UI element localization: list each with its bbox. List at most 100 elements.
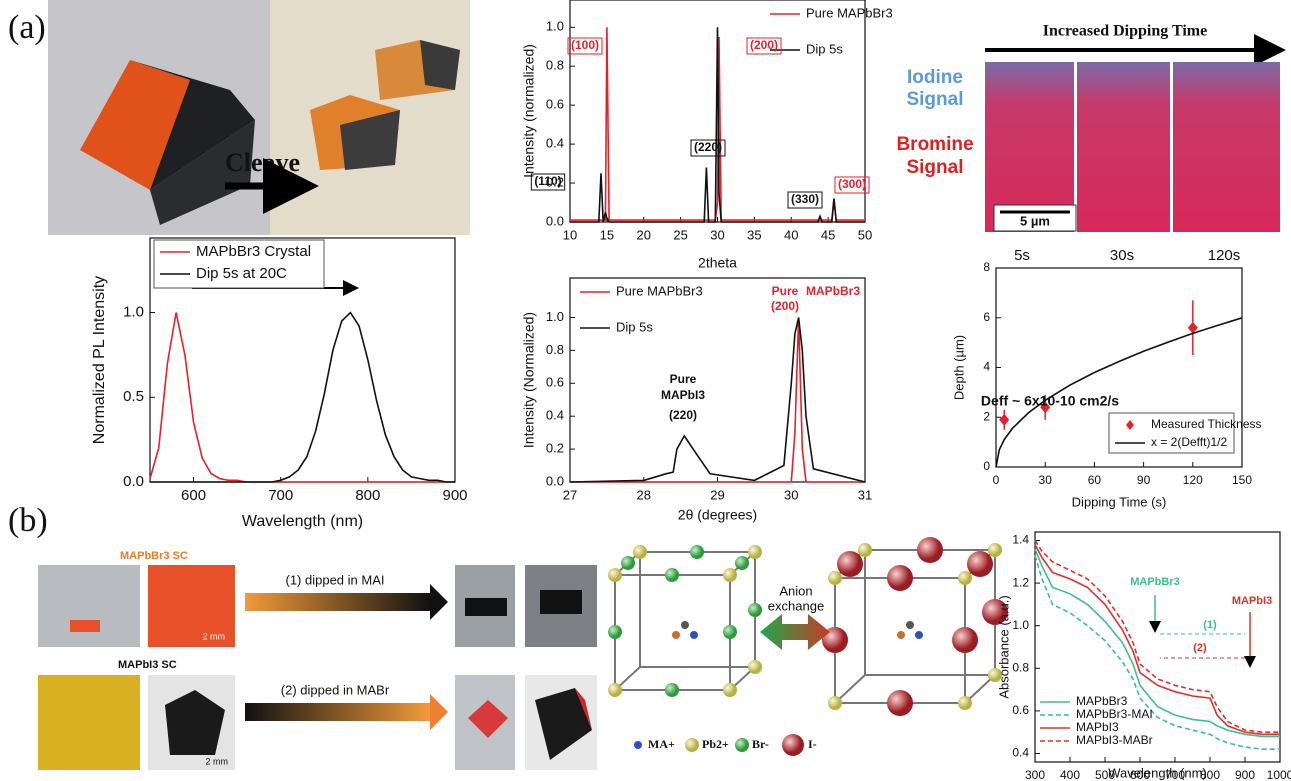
series-line bbox=[149, 312, 455, 483]
y-tick-label: 0.4 bbox=[546, 408, 564, 423]
x-tick-label: 31 bbox=[858, 487, 872, 502]
x-tick-label: 30 bbox=[710, 227, 724, 242]
y-tick-label: 0.5 bbox=[123, 388, 144, 405]
y-tick-label: 2 bbox=[983, 409, 990, 423]
eds-title: Increased Dipping Time bbox=[1043, 23, 1207, 40]
x-tick-label: 27 bbox=[563, 487, 577, 502]
bromine-label: Signal bbox=[906, 157, 963, 178]
time-label: 120s bbox=[1208, 247, 1241, 264]
iodine-label: Iodine bbox=[907, 67, 963, 88]
legend-label: MAPbI3-MABr bbox=[1076, 733, 1153, 747]
y-tick-label: 1.4 bbox=[1012, 533, 1029, 547]
annotation: MAPbI3 bbox=[661, 388, 705, 402]
atoms bbox=[608, 537, 1008, 716]
x-axis-label: Wavelength (nm) bbox=[1108, 765, 1207, 780]
x-tick-label: 900 bbox=[1235, 768, 1255, 781]
series-line bbox=[995, 317, 1243, 468]
time-label: 30s bbox=[1110, 247, 1134, 264]
y-tick-label: 0.6 bbox=[1012, 703, 1029, 717]
x-tick-label: 30 bbox=[1039, 473, 1053, 487]
annotation: (110) bbox=[534, 174, 561, 188]
legend-icon bbox=[685, 738, 699, 752]
x-tick-label: 50 bbox=[858, 227, 872, 242]
x-axis-label: 2theta bbox=[698, 255, 737, 271]
y-tick-label: 1.0 bbox=[546, 19, 564, 34]
legend-box bbox=[153, 239, 325, 289]
legend-icon bbox=[634, 741, 642, 749]
crystal bbox=[468, 700, 508, 738]
x-tick-label: 90 bbox=[1137, 473, 1151, 487]
legend-label: MAPbBr3 Crystal bbox=[196, 243, 311, 260]
annotation: (1) bbox=[1203, 619, 1217, 631]
legend-label: Pure MAPbBr3 bbox=[616, 283, 703, 298]
series-line bbox=[150, 311, 455, 483]
plot-frame bbox=[1034, 531, 1281, 763]
legend-label: Br- bbox=[752, 737, 769, 751]
annotation: MAPbBr3 bbox=[806, 284, 860, 298]
x-tick-label: 60 bbox=[1088, 473, 1102, 487]
x-tick-label: 35 bbox=[747, 227, 761, 242]
annotation-box bbox=[787, 191, 823, 209]
y-axis-label: Depth (µm) bbox=[951, 335, 966, 400]
exchange-label: exchange bbox=[768, 598, 824, 613]
x-tick-label: 15 bbox=[600, 227, 614, 242]
annotation: (200) bbox=[771, 299, 799, 313]
crystal bbox=[150, 120, 255, 225]
annotation: MAPbBr3 bbox=[1130, 576, 1180, 588]
arrow bbox=[245, 593, 430, 611]
y-tick-label: 0.4 bbox=[1012, 746, 1029, 760]
legend-box bbox=[1108, 412, 1235, 454]
y-tick-label: 0.6 bbox=[546, 97, 564, 112]
x-tick-label: 120 bbox=[1183, 473, 1203, 487]
legend-label: Dip 5s bbox=[806, 41, 843, 56]
y-tick-label: 1.0 bbox=[123, 304, 144, 321]
eds-image bbox=[1173, 62, 1280, 232]
annotation: (300) bbox=[838, 177, 866, 191]
y-tick-label: 0.4 bbox=[546, 136, 564, 151]
arrow bbox=[245, 703, 430, 721]
annotation: (330) bbox=[791, 192, 819, 206]
x-tick-label: 28 bbox=[637, 487, 651, 502]
x-tick-label: 700 bbox=[268, 487, 293, 504]
legend-label: MAPbBr3-MAI bbox=[1076, 707, 1153, 721]
legend-label: Dip 5s bbox=[616, 319, 653, 334]
y-tick-label: 0.8 bbox=[1012, 660, 1029, 674]
scale-label: 2 mm bbox=[206, 756, 229, 766]
exchange-label: Anion bbox=[779, 583, 812, 598]
step-label: (2) dipped in MABr bbox=[281, 682, 390, 697]
series-line bbox=[569, 317, 866, 483]
x-tick-label: 800 bbox=[355, 487, 380, 504]
sample-label: MAPbBr3 SC bbox=[120, 550, 188, 562]
bromine-label: Bromine bbox=[896, 134, 973, 155]
y-tick-label: 0.6 bbox=[546, 375, 564, 390]
crystal bbox=[420, 40, 460, 90]
crystal bbox=[465, 598, 507, 616]
series-line bbox=[570, 317, 865, 483]
x-tick-label: 40 bbox=[784, 227, 798, 242]
arrow-head bbox=[430, 584, 448, 620]
y-axis-label: Intensity (normalized) bbox=[521, 44, 537, 178]
annotation-box bbox=[567, 37, 603, 55]
iodine-label: Signal bbox=[906, 89, 963, 110]
y-axis-label: Normalized PL Intensity bbox=[91, 276, 108, 444]
crystal bbox=[165, 690, 225, 755]
panel-label: (b) bbox=[8, 502, 48, 539]
legend-label: MA+ bbox=[648, 737, 675, 751]
annotation: Deff ~ 6x10-10 cm2/s bbox=[981, 393, 1119, 409]
x-tick-label: 700 bbox=[1165, 768, 1185, 781]
x-tick-label: 10 bbox=[563, 227, 577, 242]
y-tick-label: 0.2 bbox=[546, 174, 564, 189]
legend-label: I- bbox=[808, 737, 817, 751]
crystal bbox=[80, 60, 190, 190]
crystal bbox=[540, 590, 582, 614]
series-line bbox=[1034, 548, 1280, 738]
x-axis-label: 2θ (degrees) bbox=[678, 507, 757, 523]
series-line bbox=[1034, 540, 1280, 733]
x-tick-label: 29 bbox=[710, 487, 724, 502]
y-tick-label: 6 bbox=[983, 310, 990, 324]
y-tick-label: 8 bbox=[983, 260, 990, 274]
cleave-label: Cleave bbox=[225, 148, 300, 177]
annotation: Pure bbox=[772, 284, 799, 298]
exchange-arrow bbox=[760, 614, 830, 650]
legend-icon bbox=[735, 738, 749, 752]
